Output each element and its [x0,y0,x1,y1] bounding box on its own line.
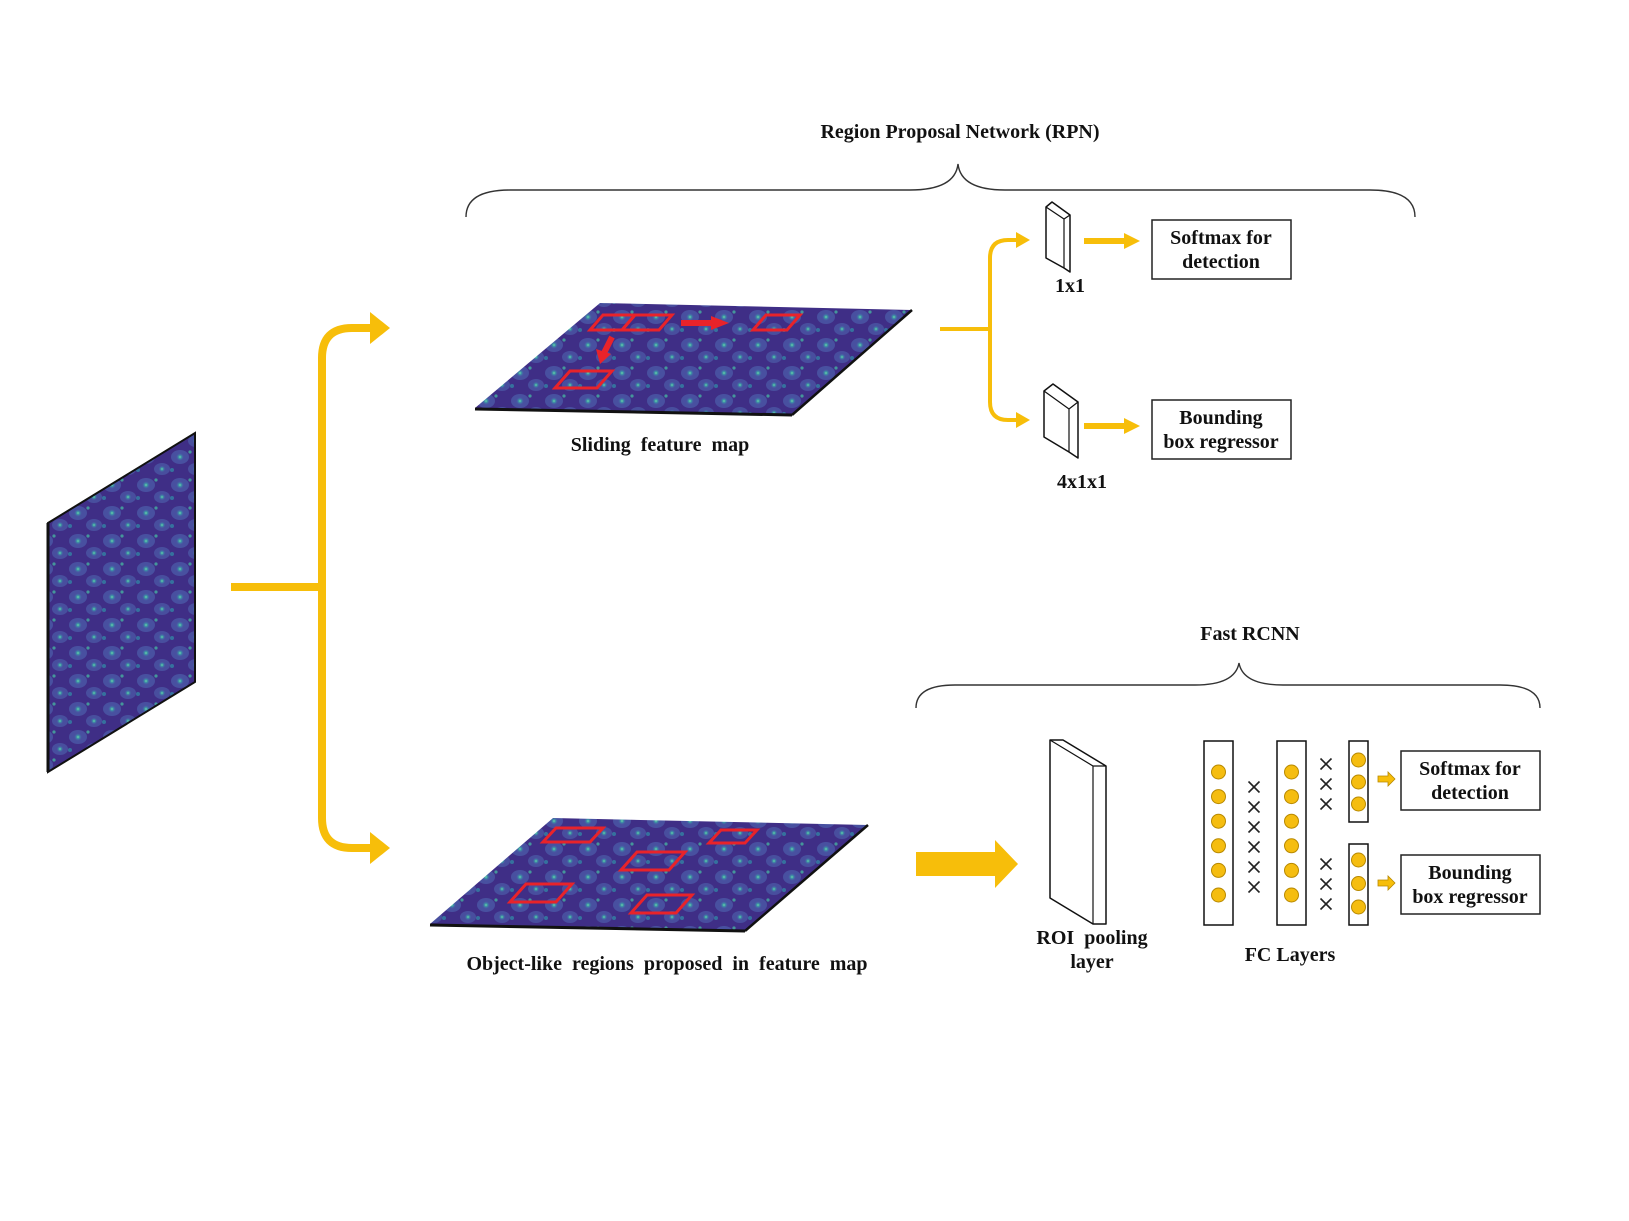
frcnn-bbox-line2: box regressor [1412,886,1527,908]
fc-head-node [1351,796,1366,812]
dropout-mark [1247,880,1261,894]
fc-head-node [1351,752,1366,768]
frcnn-bbox-box: Bounding box regressor [1400,854,1541,915]
fc-node [1211,862,1226,878]
dropout-mark [1247,780,1261,794]
rpn-bbox-line1: Bounding [1179,407,1262,429]
fc-dropout-marks [1247,757,1333,911]
fc-node [1284,789,1299,805]
sliding-feature-map [474,303,913,417]
rpn-title: Region Proposal Network (RPN) [820,121,1099,143]
rpn-softmax-line1: Softmax for [1170,227,1272,249]
object-regions-feature-map [429,818,869,933]
fc-head-node [1351,774,1366,790]
input-feature-map [46,431,196,774]
dropout-mark [1319,797,1333,811]
fc-node [1211,764,1226,780]
fc-layers-label: FC Layers [1245,944,1336,966]
dropout-mark [1319,757,1333,771]
rpn-bbox-line2: box regressor [1163,431,1278,453]
sliding-map-label: Sliding feature map [571,434,750,456]
fc-node [1284,862,1299,878]
fc-node [1211,813,1226,829]
dropout-mark [1247,820,1261,834]
frcnn-bbox-line1: Bounding [1428,862,1511,884]
fc-layers [1203,740,1396,926]
fc-node [1284,838,1299,854]
arrowhead-to-4x1x1 [1016,412,1030,428]
roi-input-arrow [916,840,1018,888]
frcnn-softmax-line1: Softmax for [1419,758,1521,780]
fc-node [1211,789,1226,805]
rpn-bbox-box: Bounding box regressor [1151,399,1292,460]
dropout-mark [1319,877,1333,891]
dropout-mark [1247,860,1261,874]
rpn-output-arrows [1084,233,1140,434]
fc-node [1284,764,1299,780]
roi-pooling-block [1049,739,1107,925]
fc-head-node [1351,876,1366,891]
arrowhead-up [370,312,390,344]
fc-head-node [1351,852,1366,868]
roi-label-line2: layer [1070,951,1113,973]
arrowhead-to-1x1 [1016,232,1030,248]
rpn-brace [465,163,1416,218]
frcnn-softmax-box: Softmax for detection [1400,750,1541,811]
object-map-label: Object-like regions proposed in feature … [466,953,867,975]
dropout-mark [1247,800,1261,814]
roi-label-line1: ROI pooling [1036,927,1147,949]
frcnn-softmax-line2: detection [1431,782,1509,804]
proposed-regions [506,826,761,915]
conv-1x1-block [1045,201,1071,273]
dropout-mark [1319,897,1333,911]
dropout-mark [1319,857,1333,871]
rpn-softmax-box: Softmax for detection [1151,219,1292,280]
conv-4x1x1-block [1043,383,1079,459]
fc-node [1211,838,1226,854]
fc-nodes [1211,752,1366,915]
fast-rcnn-title: Fast RCNN [1200,623,1300,645]
dropout-mark [1319,777,1333,791]
sliding-windows [551,313,804,390]
fc-output-arrows [1377,771,1396,891]
fast-rcnn-brace [915,662,1541,709]
conv-1x1-label: 1x1 [1055,275,1085,297]
fc-head-node [1351,899,1366,915]
split-arrows [231,312,390,864]
fc-node [1284,813,1299,829]
dropout-mark [1247,840,1261,854]
rpn-branch-arrows [940,238,1018,422]
fc-node [1211,887,1226,903]
rpn-softmax-line2: detection [1182,251,1260,273]
slide-direction-arrows [596,316,729,364]
conv-4x1x1-label: 4x1x1 [1057,471,1107,493]
fc-node [1284,887,1299,903]
arrowhead-down [370,832,390,864]
